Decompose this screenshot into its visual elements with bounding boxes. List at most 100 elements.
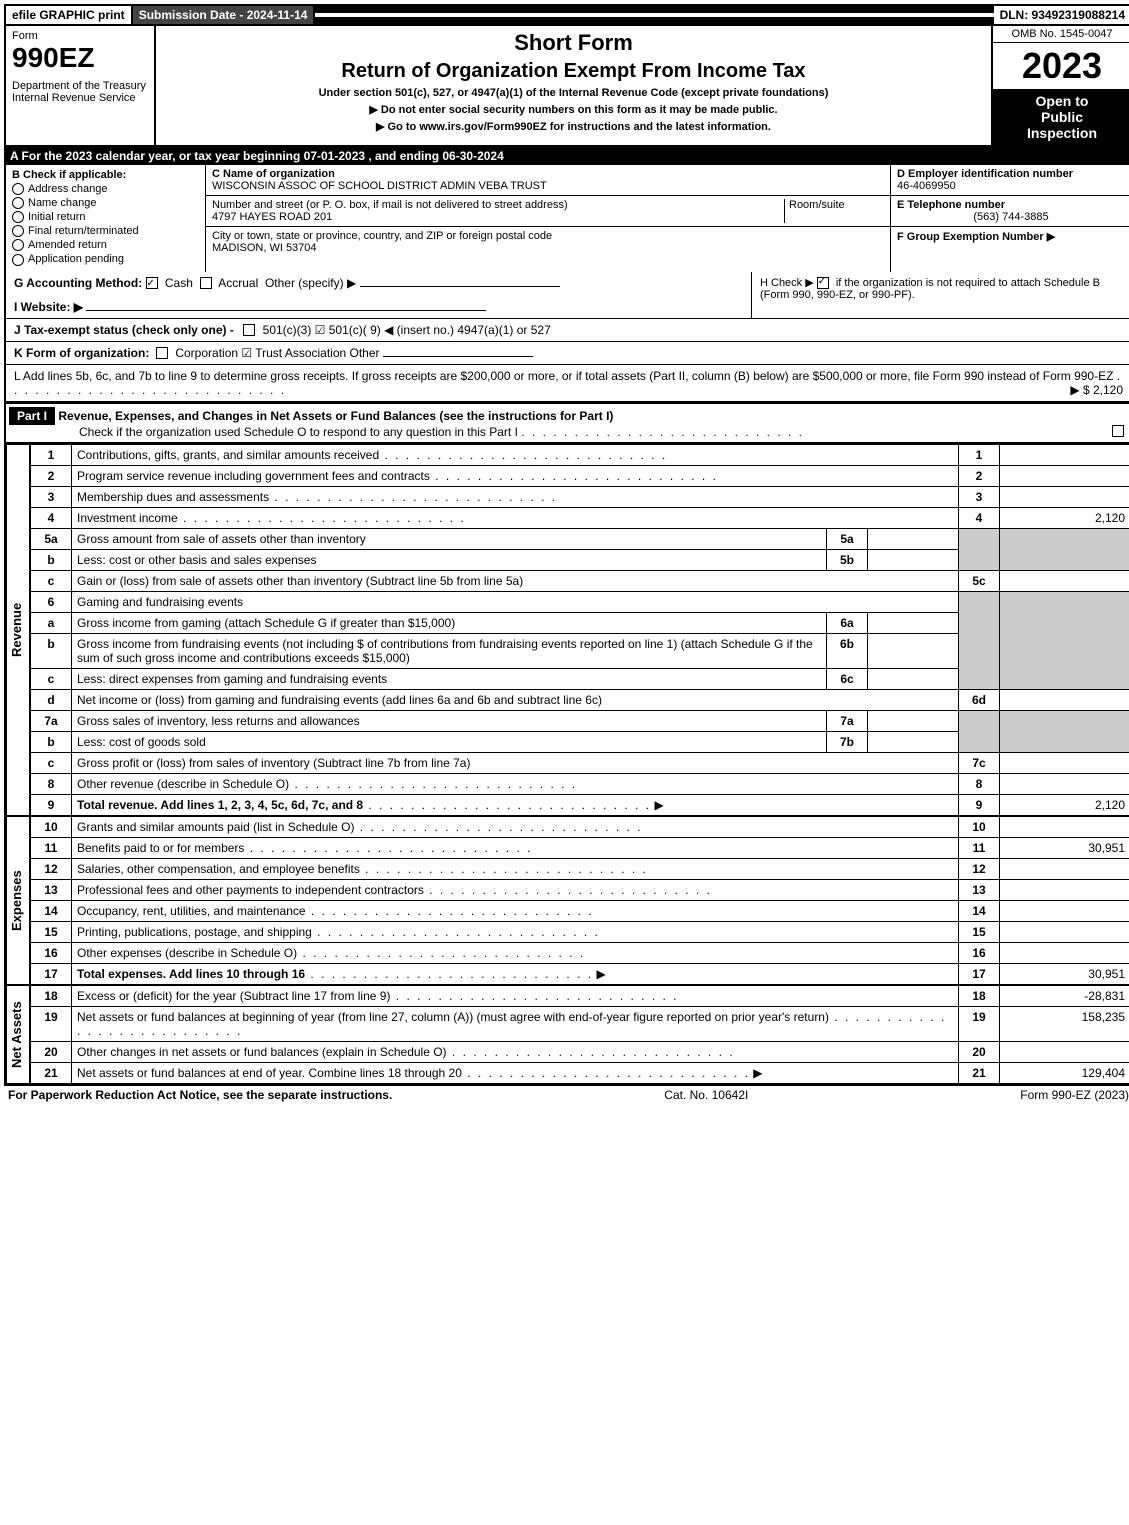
other-specify-input[interactable]: [360, 286, 560, 287]
line-12-value: [1000, 858, 1129, 879]
phone-value: (563) 744-3885: [897, 211, 1125, 223]
line-3-value: [1000, 486, 1129, 507]
line-6d-value: [1000, 689, 1129, 710]
line-6c-value: [868, 668, 959, 689]
chk-initial-return[interactable]: Initial return: [12, 211, 199, 223]
part-1-table: Revenue 1Contributions, gifts, grants, a…: [4, 444, 1129, 1086]
other-org-input[interactable]: [383, 356, 533, 357]
line-7b-value: [868, 731, 959, 752]
street-address: 4797 HAYES ROAD 201: [212, 211, 332, 223]
chk-application-pending[interactable]: Application pending: [12, 253, 199, 265]
cat-number: Cat. No. 10642I: [664, 1088, 748, 1102]
header-left: Form 990EZ Department of the Treasury In…: [6, 26, 156, 145]
line-15-value: [1000, 921, 1129, 942]
dln: DLN: 93492319088214: [994, 6, 1129, 24]
line-16-value: [1000, 942, 1129, 963]
group-exemption-label: F Group Exemption Number ▶: [897, 231, 1055, 243]
line-8-value: [1000, 773, 1129, 794]
part-1-title: Revenue, Expenses, and Changes in Net As…: [58, 409, 613, 423]
city-state-zip: MADISON, WI 53704: [212, 242, 317, 254]
column-c-org-info: C Name of organization WISCONSIN ASSOC O…: [206, 165, 891, 272]
line-13-value: [1000, 879, 1129, 900]
line-2-value: [1000, 465, 1129, 486]
under-section: Under section 501(c), 527, or 4947(a)(1)…: [160, 87, 987, 99]
ein-label: D Employer identification number: [897, 168, 1073, 180]
form-version: Form 990-EZ (2023): [1020, 1088, 1129, 1102]
paperwork-notice: For Paperwork Reduction Act Notice, see …: [8, 1088, 392, 1102]
efile-label: efile GRAPHIC print: [6, 6, 131, 24]
line-19-value: 158,235: [1000, 1006, 1129, 1041]
header-center: Short Form Return of Organization Exempt…: [156, 26, 991, 145]
return-title: Return of Organization Exempt From Incom…: [160, 60, 987, 83]
phone-label: E Telephone number: [897, 199, 1005, 211]
org-name-label: C Name of organization: [212, 168, 335, 180]
net-assets-label: Net Assets: [6, 985, 30, 1084]
open-public-badge: Open to Public Inspection: [993, 89, 1129, 145]
chk-final-return[interactable]: Final return/terminated: [12, 225, 199, 237]
city-label: City or town, state or province, country…: [212, 230, 552, 242]
k-form-of-organization: K Form of organization: Corporation ☑ Tr…: [4, 342, 1129, 365]
line-4-value: 2,120: [1000, 507, 1129, 528]
form-number: 990EZ: [12, 42, 148, 74]
chk-corporation[interactable]: [156, 347, 168, 359]
j-tax-exempt-status: J Tax-exempt status (check only one) - 5…: [4, 319, 1129, 342]
chk-schedule-o[interactable]: [1112, 425, 1124, 437]
line-7a-value: [868, 710, 959, 731]
part-1-label: Part I: [9, 407, 55, 425]
g-accounting-method: G Accounting Method: Cash Accrual Other …: [6, 272, 751, 318]
line-20-value: [1000, 1041, 1129, 1062]
l-gross-receipts: L Add lines 5b, 6c, and 7b to line 9 to …: [4, 365, 1129, 403]
form-label: Form: [12, 30, 148, 42]
expenses-lines: 10Grants and similar amounts paid (list …: [30, 816, 1129, 985]
chk-accrual[interactable]: [200, 277, 212, 289]
line-17-value: 30,951: [1000, 963, 1129, 984]
revenue-label: Revenue: [6, 444, 30, 816]
chk-501c3[interactable]: [243, 324, 255, 336]
line-6a-value: [868, 612, 959, 633]
line-5a-value: [868, 528, 959, 549]
expenses-label: Expenses: [6, 816, 30, 985]
line-7c-value: [1000, 752, 1129, 773]
website-input[interactable]: [86, 310, 486, 311]
omb-number: OMB No. 1545-0047: [993, 26, 1129, 43]
info-grid: B Check if applicable: Address change Na…: [4, 165, 1129, 272]
l-amount: ▶ $ 2,120: [1070, 383, 1123, 397]
chk-name-change[interactable]: Name change: [12, 197, 199, 209]
line-18-value: -28,831: [1000, 985, 1129, 1006]
room-label: Room/suite: [789, 199, 845, 211]
line-6b-value: [868, 633, 959, 668]
line-10-value: [1000, 816, 1129, 837]
street-label: Number and street (or P. O. box, if mail…: [212, 199, 568, 211]
column-b-checkboxes: B Check if applicable: Address change Na…: [6, 165, 206, 272]
chk-schedule-b[interactable]: [817, 277, 829, 289]
form-header: Form 990EZ Department of the Treasury In…: [4, 26, 1129, 147]
h-schedule-b: H Check ▶ if the organization is not req…: [751, 272, 1129, 318]
dept-treasury: Department of the Treasury Internal Reve…: [12, 80, 148, 104]
page-footer: For Paperwork Reduction Act Notice, see …: [4, 1086, 1129, 1104]
tax-year: 2023: [993, 43, 1129, 89]
chk-cash[interactable]: [146, 277, 158, 289]
line-11-value: 30,951: [1000, 837, 1129, 858]
top-bar: efile GRAPHIC print Submission Date - 20…: [4, 4, 1129, 26]
ssn-warning: ▶ Do not enter social security numbers o…: [160, 103, 987, 116]
line-5b-value: [868, 549, 959, 570]
chk-amended-return[interactable]: Amended return: [12, 239, 199, 251]
revenue-lines: 1Contributions, gifts, grants, and simil…: [30, 444, 1129, 816]
line-9-value: 2,120: [1000, 794, 1129, 815]
col-b-title: B Check if applicable:: [12, 169, 199, 181]
submission-date: Submission Date - 2024-11-14: [131, 6, 316, 24]
short-form-title: Short Form: [160, 30, 987, 56]
header-right: OMB No. 1545-0047 2023 Open to Public In…: [991, 26, 1129, 145]
org-name: WISCONSIN ASSOC OF SCHOOL DISTRICT ADMIN…: [212, 180, 547, 192]
part-1-check-text: Check if the organization used Schedule …: [9, 425, 518, 439]
website-label: I Website: ▶: [14, 300, 83, 314]
goto-link[interactable]: ▶ Go to www.irs.gov/Form990EZ for instru…: [160, 120, 987, 133]
chk-address-change[interactable]: Address change: [12, 183, 199, 195]
line-21-value: 129,404: [1000, 1062, 1129, 1083]
column-d-identifiers: D Employer identification number 46-4069…: [891, 165, 1129, 272]
line-1-value: [1000, 444, 1129, 465]
line-5c-value: [1000, 570, 1129, 591]
section-a-tax-year: A For the 2023 calendar year, or tax yea…: [4, 147, 1129, 165]
net-assets-lines: 18Excess or (deficit) for the year (Subt…: [30, 985, 1129, 1084]
line-14-value: [1000, 900, 1129, 921]
